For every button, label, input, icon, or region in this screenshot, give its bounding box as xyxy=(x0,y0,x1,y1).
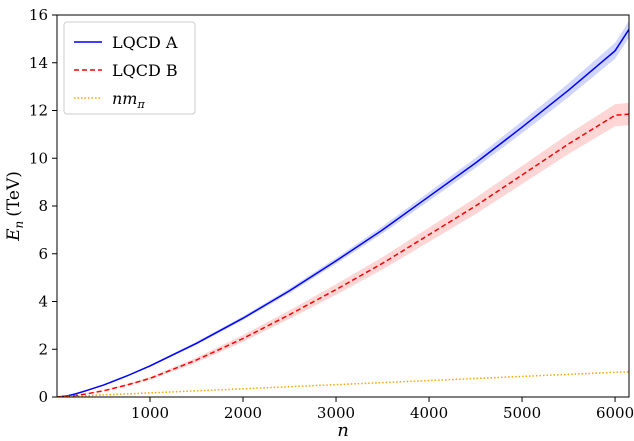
y-tick-label: 14 xyxy=(29,54,48,72)
x-tick-label: 1000 xyxy=(131,404,169,422)
lqcd-b-line xyxy=(57,113,629,397)
x-tick-label: 2000 xyxy=(224,404,262,422)
legend-label-nm-pi: nmπ xyxy=(112,89,145,111)
legend: LQCD A LQCD B nmπ xyxy=(63,21,196,115)
y-tick-label: 4 xyxy=(38,293,48,311)
series-lines xyxy=(57,28,629,397)
y-tick-label: 6 xyxy=(38,245,48,263)
lqcd-a-line xyxy=(57,28,629,397)
y-axis-label: En(TeV) xyxy=(4,171,26,242)
series-2-line xyxy=(57,370,629,397)
x-axis-ticks: 1000 2000 3000 4000 5000 6000 xyxy=(131,397,634,422)
error-bands xyxy=(57,20,629,397)
legend-label-lqcd-a: LQCD A xyxy=(112,33,178,52)
y-tick-label: 10 xyxy=(29,149,48,167)
y-axis-ticks: 0 2 4 6 8 10 12 14 16 xyxy=(29,6,57,406)
x-tick-label: 3000 xyxy=(317,404,355,422)
x-axis-label: n xyxy=(337,420,349,441)
legend-box xyxy=(63,21,196,115)
y-tick-label: 12 xyxy=(29,102,48,120)
y-tick-label: 16 xyxy=(29,6,48,24)
lqcd-b-error-band xyxy=(57,102,629,397)
x-tick-label: 6000 xyxy=(596,404,634,422)
y-tick-label: 2 xyxy=(38,340,48,358)
y-tick-label: 8 xyxy=(38,197,48,215)
legend-label-lqcd-b: LQCD B xyxy=(112,61,178,80)
y-tick-label: 0 xyxy=(38,388,48,406)
x-tick-label: 5000 xyxy=(503,404,541,422)
x-tick-label: 4000 xyxy=(410,404,448,422)
